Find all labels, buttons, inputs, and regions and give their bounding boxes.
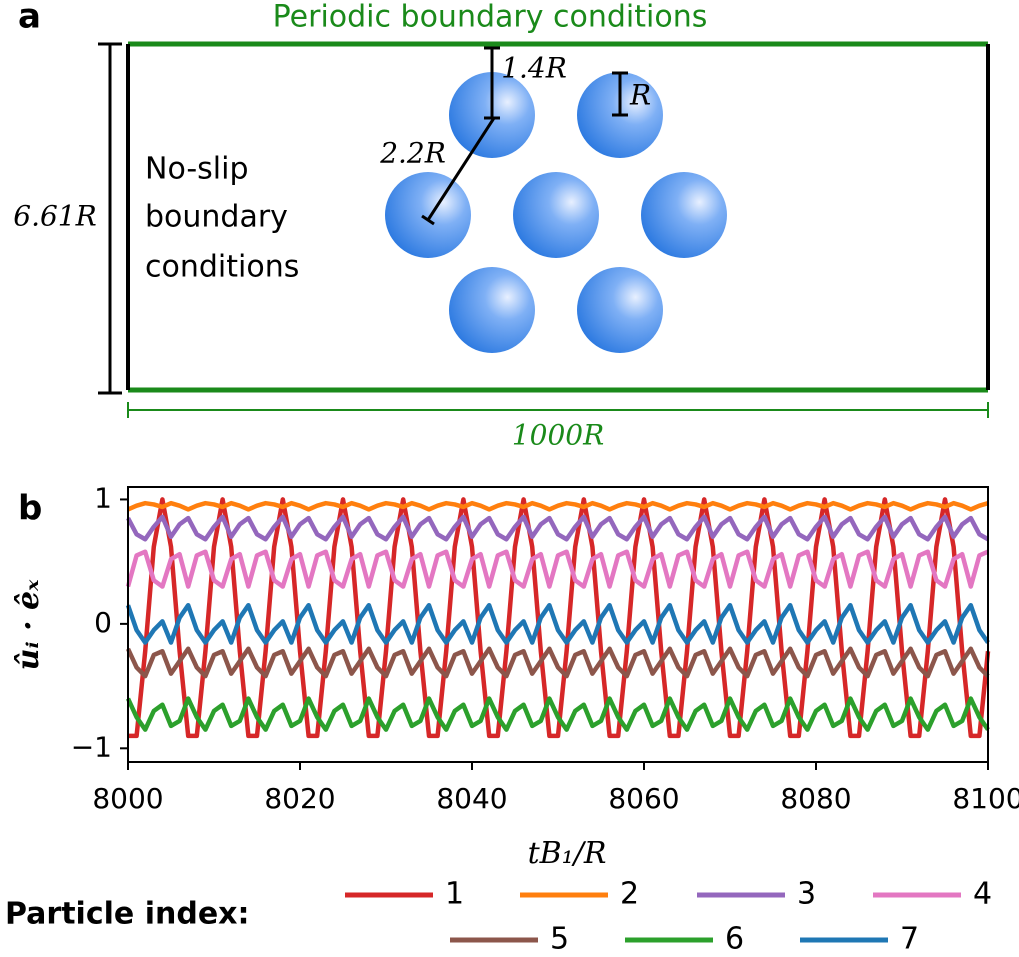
dimension-lines	[98, 42, 628, 395]
panel-label: b	[18, 489, 42, 529]
legend-label: 7	[900, 922, 919, 957]
particle	[641, 172, 727, 258]
height-label: 6.61R	[13, 200, 96, 233]
side-label: No-slip	[145, 152, 249, 187]
series-line	[125, 646, 990, 679]
y-tick-label: 0	[94, 606, 112, 639]
radius-label: R	[629, 79, 651, 112]
legend-label: 4	[973, 877, 992, 912]
x-tick-label: 8060	[608, 782, 679, 815]
x-tick-label: 8000	[92, 782, 163, 815]
series-line	[127, 500, 989, 512]
gap-label: 1.4R	[501, 52, 567, 85]
side-label: conditions	[145, 250, 299, 285]
y-tick-label: 1	[94, 481, 112, 514]
particle	[513, 172, 599, 258]
legend: 1 2 3 4 5 6 7	[345, 877, 992, 957]
x-tick-label: 8040	[436, 782, 507, 815]
legend-label: 1	[445, 877, 464, 912]
distance-label: 2.2R	[379, 137, 446, 170]
particles	[385, 72, 727, 353]
series-line	[125, 602, 990, 645]
legend-label: 6	[725, 922, 744, 957]
series-line	[128, 497, 991, 739]
panel-label: a	[18, 0, 41, 37]
x-tick-label: 8080	[780, 782, 851, 815]
legend-label: 2	[620, 877, 639, 912]
legend-title: Particle index:	[5, 897, 250, 932]
particle	[577, 267, 663, 353]
particle	[385, 172, 471, 258]
x-tick-label: 8100	[952, 782, 1019, 815]
width-line	[127, 402, 989, 418]
top-label: Periodic boundary conditions	[273, 0, 708, 35]
particle	[449, 267, 535, 353]
series-line	[125, 696, 990, 732]
y-axis-label: ûᵢ · êₓ	[11, 579, 46, 670]
width-label: 1000R	[512, 419, 604, 452]
side-label: boundary	[145, 200, 288, 235]
legend-label: 5	[550, 922, 569, 957]
series-line	[126, 514, 990, 542]
legend-label: 3	[797, 877, 816, 912]
series-line	[125, 549, 989, 589]
x-axis-label: tB₁/R	[528, 836, 607, 871]
y-tick-label: −1	[71, 730, 112, 763]
plot-frame	[127, 486, 989, 763]
x-tick-label: 8020	[264, 782, 335, 815]
plot: 8000 8020 8040 8060 8080 8100 −1 0 1	[71, 481, 1019, 815]
